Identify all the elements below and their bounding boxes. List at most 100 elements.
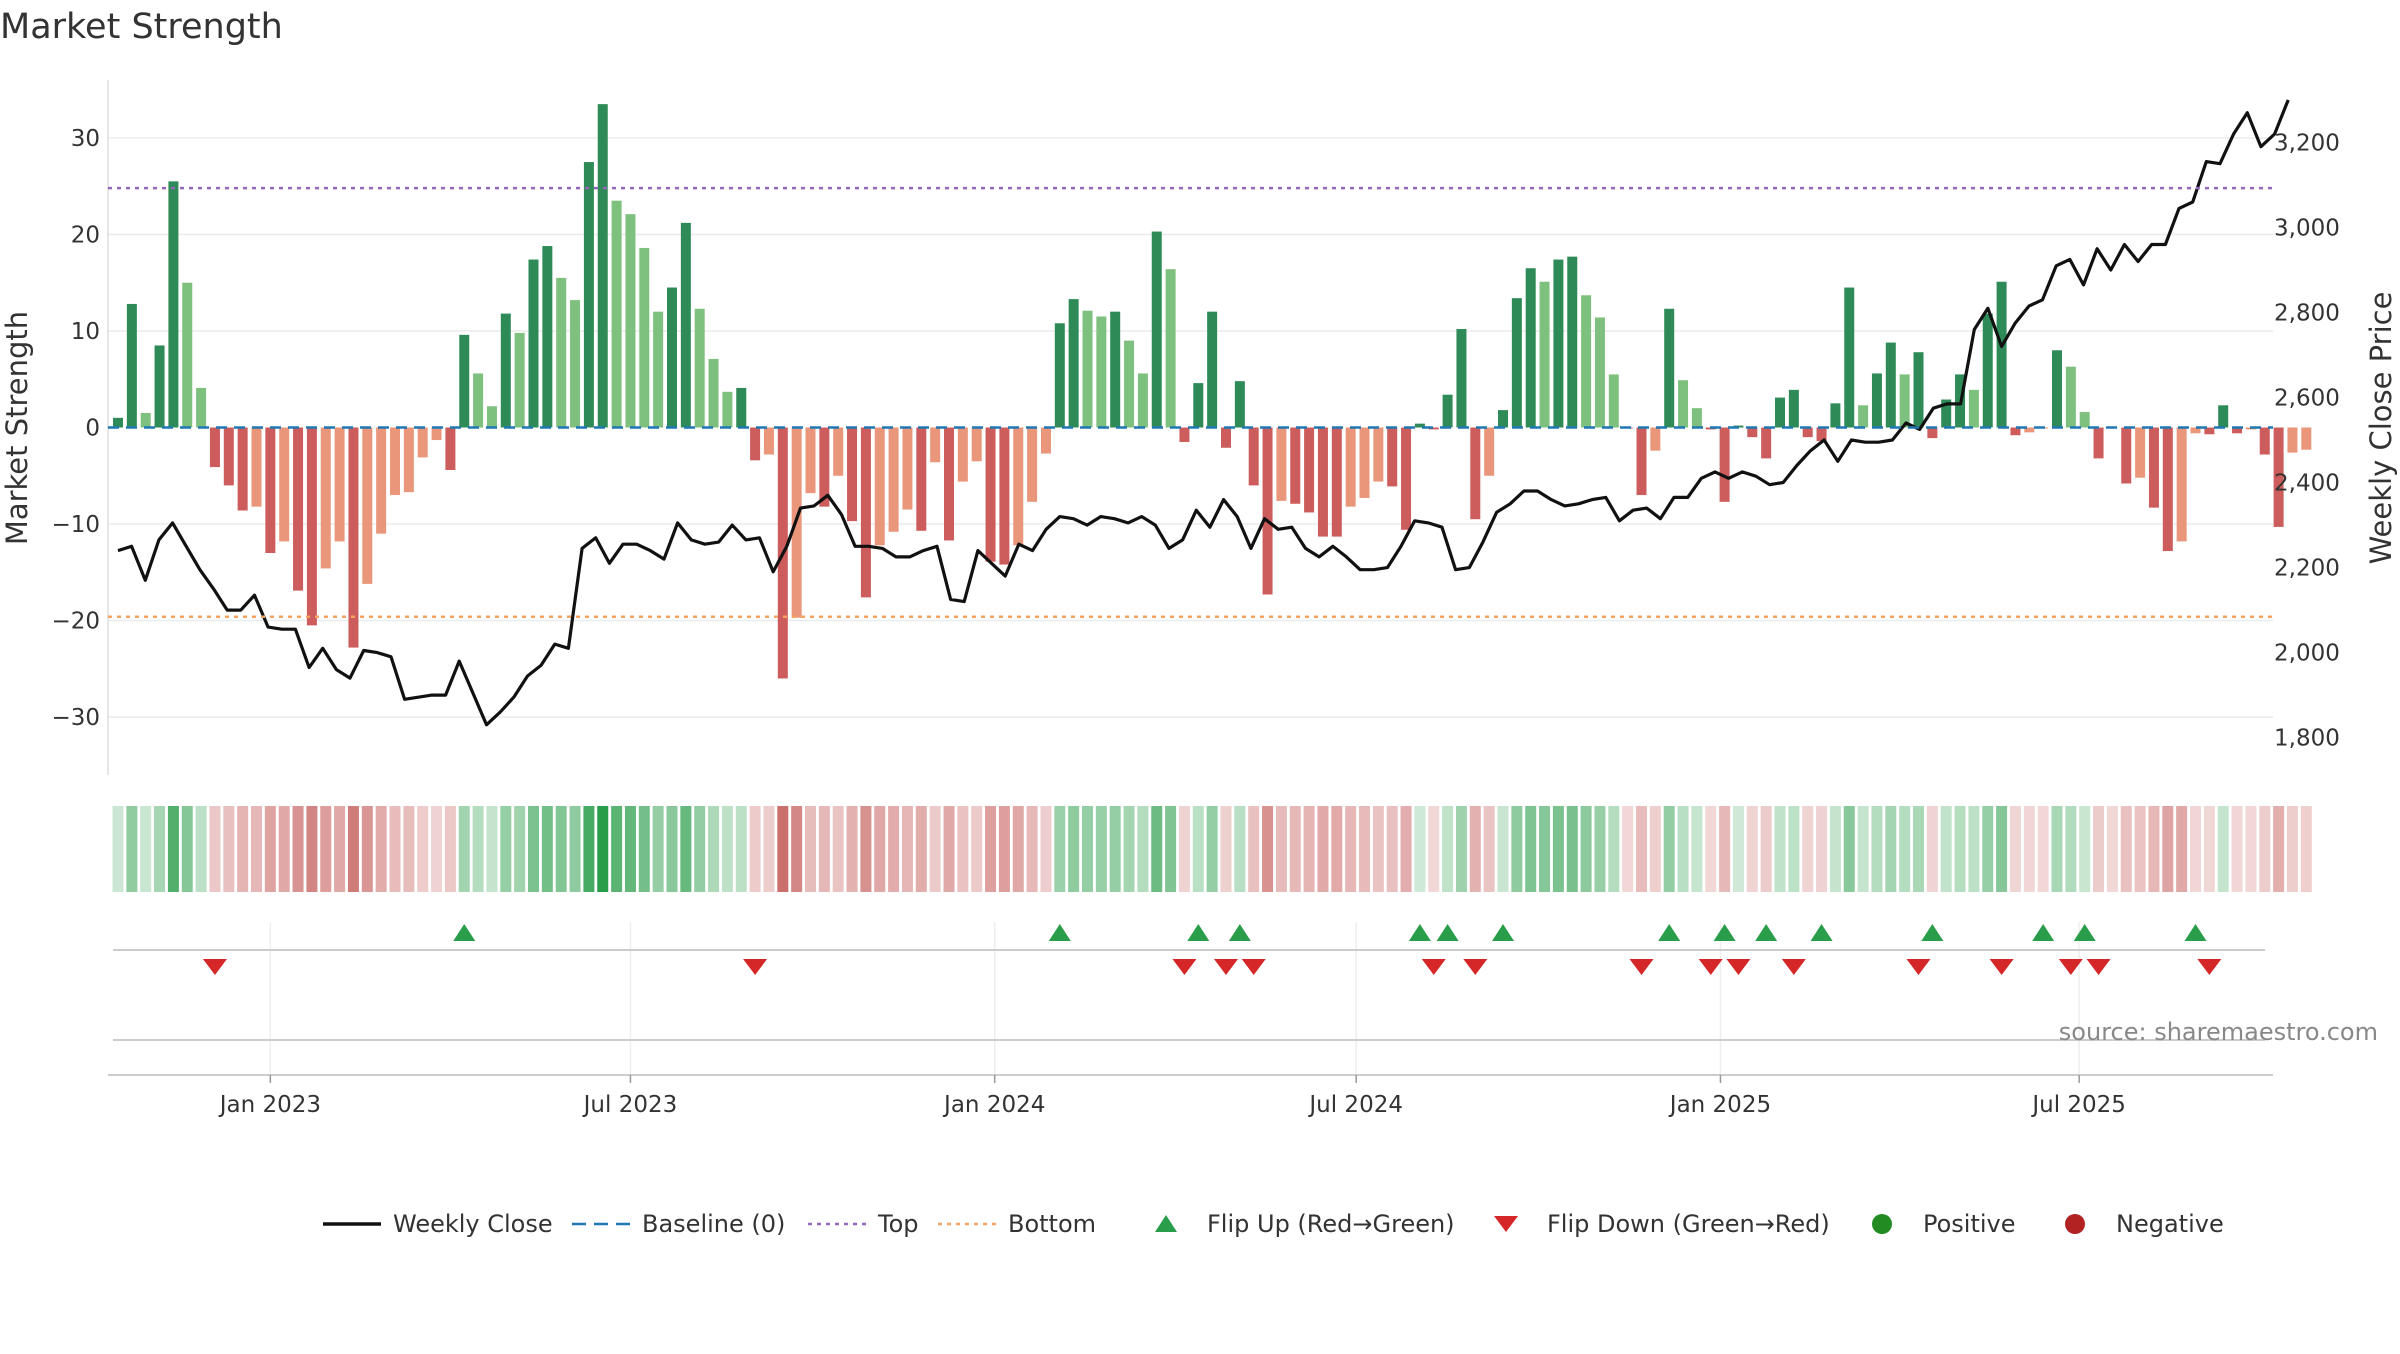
heat-cell: [583, 806, 595, 892]
legend-item: Flip Up (Red→Green): [1155, 1210, 1455, 1238]
strength-bar: [1775, 397, 1785, 428]
strength-bar: [1359, 427, 1370, 498]
strength-bar: [1317, 427, 1328, 537]
heat-cell: [264, 806, 276, 892]
legend-item: Top: [808, 1210, 919, 1238]
heat-cell: [1580, 806, 1592, 892]
strength-bar: [708, 358, 719, 428]
strength-bar: [1193, 383, 1204, 428]
strength-bar: [1027, 427, 1038, 502]
flip-up-marker: [1492, 924, 1514, 941]
flip-down-marker: [2086, 959, 2111, 975]
heat-cell: [1303, 806, 1315, 892]
heat-cell: [541, 806, 553, 892]
flip-down-marker: [1698, 959, 1723, 975]
flip-up-marker: [1187, 924, 1210, 941]
heat-cell: [1109, 806, 1121, 892]
heat-cell: [403, 806, 415, 892]
strength-bar: [1234, 381, 1245, 428]
right-tick-label: 2,400: [2274, 471, 2340, 497]
strength-bar: [320, 427, 331, 569]
heat-cell: [223, 806, 235, 892]
strength-bar: [1456, 329, 1467, 428]
strength-bar: [1678, 380, 1689, 428]
strength-bar: [1124, 340, 1135, 428]
strength-bar: [1636, 427, 1647, 496]
heat-cell: [1068, 806, 1080, 892]
heat-cell: [1968, 806, 1980, 892]
strength-bar: [930, 427, 941, 463]
strength-bar: [833, 427, 844, 476]
strength-bar: [1858, 405, 1869, 428]
right-tick-label: 2,000: [2274, 641, 2340, 667]
right-tick-label: 2,600: [2274, 386, 2340, 412]
strength-bar: [639, 247, 650, 428]
legend-item: Weekly Close: [323, 1210, 553, 1238]
heat-cell: [1663, 806, 1675, 892]
legend-label: Top: [877, 1210, 919, 1238]
heat-cell: [611, 806, 623, 892]
strength-bar: [431, 427, 442, 441]
heat-cell: [998, 806, 1010, 892]
heat-cell: [1913, 806, 1924, 892]
heat-cell: [1622, 806, 1634, 892]
heat-cell: [2023, 806, 2035, 892]
heat-cell: [1123, 806, 1135, 892]
heat-cell: [597, 806, 609, 892]
heat-cell: [444, 806, 456, 892]
heat-cell: [1802, 806, 1814, 892]
heat-cell: [1372, 806, 1384, 892]
heat-cell: [652, 806, 664, 892]
strength-bar: [376, 427, 387, 534]
heat-cell: [320, 806, 332, 892]
strength-bar: [611, 200, 622, 428]
heat-cell: [708, 806, 720, 892]
heat-cell: [1386, 806, 1398, 892]
heat-cell: [2051, 806, 2063, 892]
heat-cell: [874, 806, 886, 892]
flip-down-marker: [1781, 959, 1806, 975]
heat-cell: [957, 806, 969, 892]
x-tick-label: Jul 2025: [2030, 1092, 2126, 1118]
strength-bar: [2204, 427, 2215, 435]
heat-cell: [555, 806, 567, 892]
strength-bar: [1511, 298, 1522, 428]
heat-cell: [1012, 806, 1024, 892]
axes-layer: 30 20 10 0 −10 −20 −30 3,200 3,000 2,800 2,600 2,40…: [0, 80, 2398, 775]
strength-bar: [182, 282, 193, 428]
heat-cell: [735, 806, 747, 892]
heat-cell: [1760, 806, 1772, 892]
flip-down-marker: [743, 959, 768, 975]
heat-cell: [943, 806, 955, 892]
heat-cell: [2148, 806, 2160, 892]
heat-cell: [1317, 806, 1329, 892]
strength-bar: [1442, 394, 1453, 428]
flip-up-marker: [1921, 924, 1944, 941]
legend-label: Flip Down (Green→Red): [1547, 1210, 1830, 1238]
chart-title: Market Strength: [0, 7, 283, 47]
strength-bar: [722, 391, 733, 428]
right-axis-title: Weekly Close Price: [2364, 292, 2398, 565]
heat-cell: [777, 806, 789, 892]
heat-cell: [1732, 806, 1744, 892]
date-axis: Jan 2023 Jul 2023 Jan 2024 Jul 2024 Jan 2025…: [218, 1075, 2126, 1118]
strength-bar: [847, 427, 858, 522]
strength-bar: [944, 427, 954, 541]
strength-bar: [1996, 281, 2007, 428]
strength-bar: [819, 427, 830, 507]
heat-cell: [1996, 806, 2008, 892]
heat-cell: [2065, 806, 2077, 892]
source-note: source: sharemaestro.com: [2059, 1018, 2378, 1046]
strength-bar: [1068, 299, 1079, 428]
heat-cell: [2231, 806, 2243, 892]
heat-cell: [1165, 806, 1177, 892]
heat-cell: [1345, 806, 1357, 892]
heat-cell: [1026, 806, 1038, 892]
strength-bar: [1539, 281, 1550, 428]
heat-cell: [1940, 806, 1952, 892]
heat-cell: [361, 806, 373, 892]
heat-cell: [721, 806, 733, 892]
flip-up-marker: [1755, 924, 1778, 941]
